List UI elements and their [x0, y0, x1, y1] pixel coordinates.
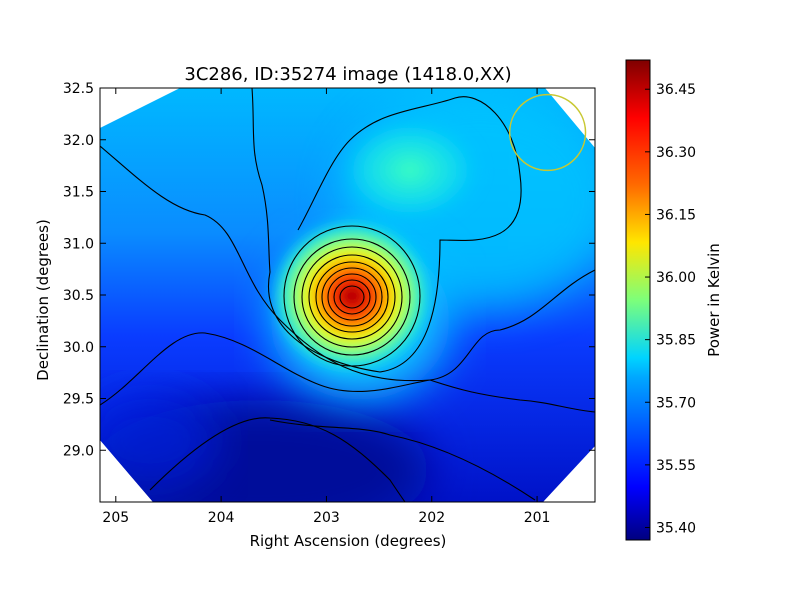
colorbar: [625, 59, 651, 541]
colorbar-tick-label: 35.40: [656, 520, 696, 536]
x-tick-label: 202: [418, 510, 445, 526]
contour-line: [293, 238, 411, 356]
y-tick-label: 30.5: [63, 288, 94, 304]
contour-line: [269, 419, 536, 501]
contour-line: [251, 88, 522, 373]
y-tick-label: 29.5: [63, 392, 94, 408]
y-tick-label: 31.0: [63, 236, 94, 252]
contour-line: [339, 285, 365, 309]
y-tick-label: 29.0: [63, 443, 94, 459]
colorbar-tick-label: 35.85: [656, 333, 696, 349]
colorbar-tick-label: 36.00: [656, 270, 696, 286]
contour-lines: [100, 88, 595, 502]
colorbar-tick-label: 35.70: [656, 395, 696, 411]
colorbar-tick-label: 36.30: [656, 145, 696, 161]
beam-circle: [508, 93, 587, 172]
y-tick-label: 31.5: [63, 185, 94, 201]
x-tick-label: 204: [208, 510, 235, 526]
colorbar-tick-label: 36.45: [656, 82, 696, 98]
contour-line: [321, 267, 383, 327]
y-tick-label: 30.0: [63, 340, 94, 356]
y-tick-label: 32.0: [63, 133, 94, 149]
colorbar-label: Power in Kelvin: [705, 243, 723, 357]
x-axis-label: Right Ascension (degrees): [250, 532, 447, 550]
contour-line: [100, 332, 595, 413]
x-tick-label: 205: [102, 510, 129, 526]
colorbar-ticks: 35.40 35.55 35.70 35.85 36.00 36.15 36.30 36.45: [645, 82, 696, 536]
contour-line: [301, 246, 403, 348]
y-tick-label: 32.5: [63, 81, 94, 97]
contour-line: [327, 273, 377, 321]
contour-line: [308, 254, 396, 340]
x-tick-label: 201: [524, 510, 551, 526]
y-axis-ticks: 29.0 29.5 30.0 30.5 31.0 31.5 32.0 32.5: [63, 81, 595, 459]
x-axis-ticks: 205 204 203 202 201: [102, 88, 550, 526]
contour-line: [333, 279, 371, 315]
y-axis-label: Declination (degrees): [34, 219, 52, 381]
chart-title: 3C286, ID:35274 image (1418.0,XX): [184, 64, 511, 85]
x-tick-label: 203: [313, 510, 340, 526]
contour-line: [149, 417, 406, 502]
contour-line: [283, 225, 421, 367]
contour-line: [315, 261, 389, 333]
colorbar-tick-label: 35.55: [656, 458, 696, 474]
colorbar-tick-label: 36.15: [656, 207, 696, 223]
